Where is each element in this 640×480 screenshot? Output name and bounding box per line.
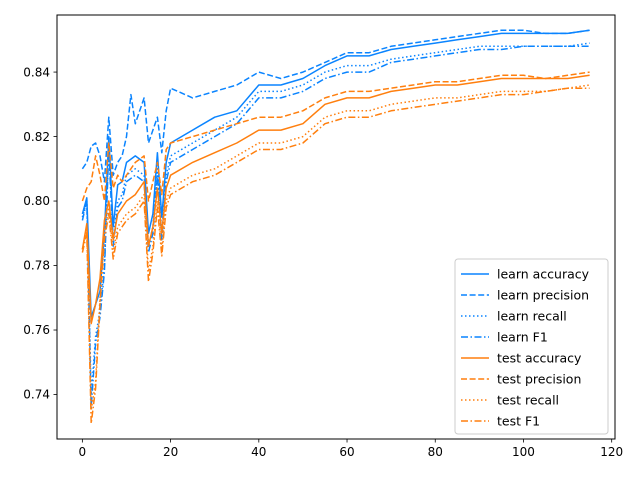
y-tick-label: 0.82	[23, 130, 50, 144]
y-tick-label: 0.84	[23, 65, 50, 79]
series-line-learn-F1	[81, 45, 590, 409]
legend-box	[454, 258, 609, 435]
x-tick-label: 40	[251, 445, 266, 459]
x-tick-label: 0	[79, 445, 87, 459]
legend-label: test precision	[497, 372, 581, 387]
x-tick-label: 60	[339, 445, 354, 459]
series-layer	[81, 29, 590, 425]
x-tick-label: 80	[428, 445, 443, 459]
legend-label: learn F1	[497, 330, 548, 345]
legend-label: learn accuracy	[497, 267, 590, 282]
legend-label: test F1	[497, 414, 540, 429]
legend-label: learn recall	[497, 309, 567, 324]
y-tick-label: 0.76	[23, 323, 50, 337]
legend-label: test recall	[497, 393, 559, 408]
y-tick-label: 0.80	[23, 194, 50, 208]
y-tick-label: 0.78	[23, 259, 50, 273]
series-line-test-recall	[81, 84, 590, 412]
x-tick-label: 20	[163, 445, 178, 459]
axes-layer: 0 20 40 60 80 100 120 0.74 0.76 0.78 0.80 0.82 0.84	[23, 65, 623, 459]
x-tick-label: 100	[512, 445, 535, 459]
series-line-test-accuracy	[81, 74, 590, 325]
series-line-learn-recall	[81, 42, 590, 396]
series-line-learn-precision	[81, 29, 590, 183]
legend-label: test accuracy	[497, 351, 582, 366]
y-tick-label: 0.74	[23, 388, 50, 402]
x-tick-label: 120	[600, 445, 623, 459]
legend-label: learn precision	[497, 288, 589, 303]
series-line-test-precision	[81, 71, 590, 202]
plot-frame	[56, 14, 616, 440]
series-line-test-F1	[81, 87, 590, 425]
legend: learn accuracy learn precision learn recal…	[454, 258, 609, 435]
